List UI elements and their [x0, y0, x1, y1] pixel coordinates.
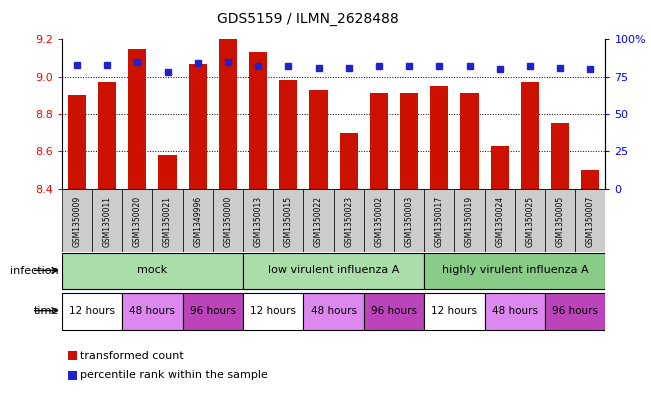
Bar — [62, 293, 122, 330]
Bar — [183, 293, 243, 330]
Bar — [545, 189, 575, 252]
Bar — [68, 95, 86, 189]
Text: GSM1350022: GSM1350022 — [314, 196, 323, 247]
Bar — [484, 189, 515, 252]
Bar — [370, 94, 388, 189]
Text: GSM1350020: GSM1350020 — [133, 196, 142, 247]
Bar — [243, 253, 424, 289]
Text: 12 hours: 12 hours — [432, 306, 477, 316]
Bar — [62, 189, 92, 252]
Bar — [219, 39, 237, 189]
Bar — [460, 94, 478, 189]
Text: low virulent influenza A: low virulent influenza A — [268, 265, 399, 275]
Bar — [213, 189, 243, 252]
Text: 48 hours: 48 hours — [311, 306, 357, 316]
Bar — [303, 293, 364, 330]
Bar — [491, 146, 509, 189]
Bar — [515, 189, 545, 252]
Bar — [62, 253, 243, 289]
Bar — [424, 189, 454, 252]
Text: GSM1350000: GSM1350000 — [223, 196, 232, 248]
Text: GSM1350019: GSM1350019 — [465, 196, 474, 247]
Bar — [309, 90, 327, 189]
Bar — [333, 189, 364, 252]
Text: GSM1350015: GSM1350015 — [284, 196, 293, 247]
Bar — [364, 293, 424, 330]
Bar — [424, 253, 605, 289]
Bar — [394, 189, 424, 252]
Bar — [454, 189, 484, 252]
Text: GSM1350025: GSM1350025 — [525, 196, 534, 247]
Text: GSM1349996: GSM1349996 — [193, 196, 202, 248]
Text: infection: infection — [10, 266, 59, 276]
Bar — [158, 155, 176, 189]
Bar — [183, 189, 213, 252]
Bar — [98, 82, 116, 189]
Bar — [551, 123, 569, 189]
Bar — [122, 189, 152, 252]
Text: GSM1350024: GSM1350024 — [495, 196, 505, 247]
Bar — [273, 189, 303, 252]
Text: 96 hours: 96 hours — [552, 306, 598, 316]
Bar — [303, 189, 333, 252]
Text: GSM1350007: GSM1350007 — [586, 196, 595, 248]
Bar — [581, 170, 600, 189]
Text: GSM1350005: GSM1350005 — [556, 196, 564, 248]
Bar — [243, 189, 273, 252]
Bar — [128, 49, 146, 189]
Bar — [243, 293, 303, 330]
Bar — [92, 189, 122, 252]
Bar — [484, 293, 545, 330]
Bar — [575, 189, 605, 252]
Text: GSM1350002: GSM1350002 — [374, 196, 383, 247]
Text: GSM1350011: GSM1350011 — [103, 196, 111, 247]
Text: highly virulent influenza A: highly virulent influenza A — [441, 265, 588, 275]
Bar — [364, 189, 394, 252]
Text: GSM1350009: GSM1350009 — [72, 196, 81, 248]
Text: transformed count: transformed count — [80, 351, 184, 361]
Bar — [424, 293, 484, 330]
Text: GSM1350017: GSM1350017 — [435, 196, 444, 247]
Text: 96 hours: 96 hours — [371, 306, 417, 316]
Text: 96 hours: 96 hours — [190, 306, 236, 316]
Bar — [279, 80, 298, 189]
Bar — [545, 293, 605, 330]
Text: GSM1350023: GSM1350023 — [344, 196, 353, 247]
Bar — [189, 64, 207, 189]
Bar — [400, 94, 418, 189]
Bar — [521, 82, 539, 189]
Bar — [122, 293, 183, 330]
Text: GSM1350021: GSM1350021 — [163, 196, 172, 247]
Text: GSM1350003: GSM1350003 — [405, 196, 413, 248]
Text: 12 hours: 12 hours — [250, 306, 296, 316]
Text: GDS5159 / ILMN_2628488: GDS5159 / ILMN_2628488 — [217, 12, 398, 26]
Bar — [249, 52, 267, 189]
Text: 48 hours: 48 hours — [130, 306, 175, 316]
Text: time: time — [33, 307, 59, 316]
Text: mock: mock — [137, 265, 167, 275]
Text: GSM1350013: GSM1350013 — [254, 196, 262, 247]
Bar — [152, 189, 183, 252]
Text: percentile rank within the sample: percentile rank within the sample — [80, 370, 268, 380]
Text: 48 hours: 48 hours — [492, 306, 538, 316]
Bar — [340, 133, 358, 189]
Bar — [430, 86, 449, 189]
Text: 12 hours: 12 hours — [69, 306, 115, 316]
